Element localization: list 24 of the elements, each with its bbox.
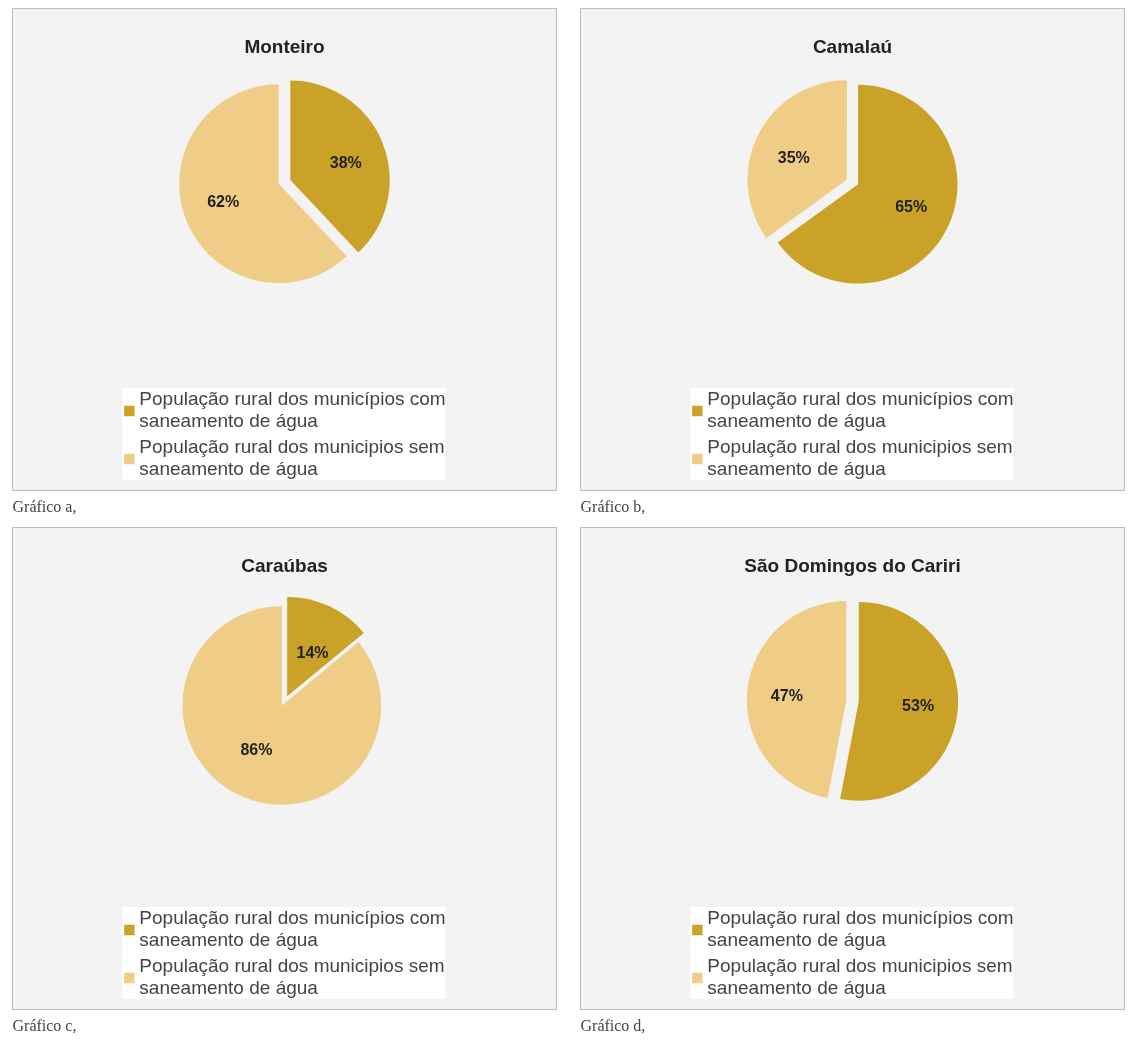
legend-label: População rural dos municípios com saneamento de água [139, 388, 446, 432]
legend-label: População rural dos municipios sem saneamento de água [139, 955, 445, 999]
legend-label: População rural dos municípios com saneamento de água [707, 388, 1014, 432]
data-label: 38% [329, 153, 362, 171]
data-label: 14% [296, 644, 329, 662]
data-label: 65% [895, 197, 928, 215]
text: Gráfico c, [12, 1016, 77, 1034]
data-label: 53% [902, 697, 935, 715]
chart-title: São Domingos do Cariri [744, 555, 961, 577]
text: Gráfico a, [12, 497, 77, 515]
legend-label: População rural dos municípios com saneamento de água [707, 907, 1014, 951]
data-label: 47% [770, 687, 803, 705]
legend-label: População rural dos municipios sem saneamento de água [707, 955, 1013, 999]
data-label: 35% [777, 149, 810, 167]
chart-title: Camalaú [812, 36, 893, 58]
legend-label: População rural dos municípios com saneamento de água [139, 907, 446, 951]
data-label: 62% [207, 192, 240, 210]
chart-title: Caraúbas [241, 555, 328, 577]
legend-label: População rural dos municipios sem saneamento de água [707, 436, 1013, 480]
chart-title: Monteiro [244, 36, 325, 58]
legend-label: População rural dos municipios sem saneamento de água [139, 436, 445, 480]
text: Gráfico b, [580, 497, 646, 515]
text: Gráfico d, [580, 1016, 646, 1034]
data-label: 86% [240, 740, 273, 758]
